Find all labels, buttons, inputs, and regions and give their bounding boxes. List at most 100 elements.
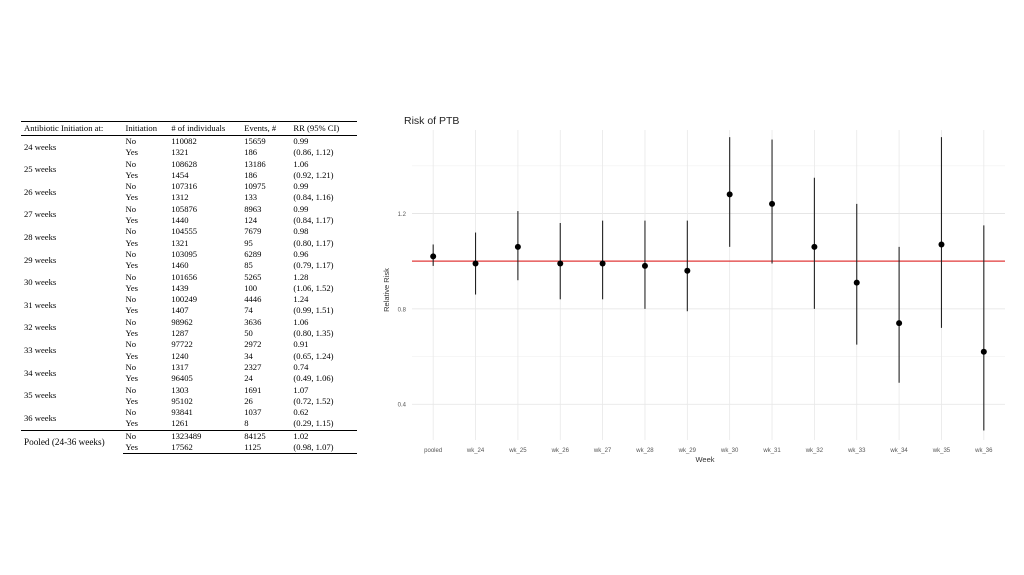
forest-plot-svg: Risk of PTB 0.4 0.8 1.2 pooled wk_24 wk_25 wk_… [382,115,1005,464]
grid-layer [412,130,1005,440]
rr-cell: 0.74 [293,361,309,372]
events-cell: 95 [244,237,253,248]
initiation-cell: No [125,384,137,395]
x-tick-label: wk_27 [593,448,612,454]
table-header-row: Antibiotic Initiation at: Initiation # o… [21,121,357,136]
initiation-cell: No [125,226,137,237]
events-cell: 4446 [244,294,262,305]
table-row: 30 weeks No 101656 5265 1.28 [21,271,357,288]
table-row: Yes 1440 124 (0.84, 1.17) [21,215,357,226]
rr-cell: 1.24 [293,294,309,305]
initiation-cell: No [125,294,137,305]
rr-cell: 0.99 [293,181,309,192]
pooled-row: Yes 17562 1125 (0.98, 1.07) [21,442,357,455]
rr-cell: (0.49, 1.06) [293,373,334,384]
header-initiation: Initiation [122,121,169,136]
individuals-cell: 1454 [171,169,189,180]
events-cell: 85 [244,260,253,271]
estimate-point [769,200,776,207]
individuals-cell: 1303 [171,384,189,395]
y-tick-label: 0.4 [398,403,407,409]
events-cell: 8963 [244,203,262,214]
initiation-cell: Yes [125,350,139,361]
estimate-point [472,260,479,267]
rr-cell: (0.72, 1.52) [293,395,334,406]
results-table: Antibiotic Initiation at: Initiation # o… [21,121,357,455]
initiation-cell: No [125,158,137,169]
estimate-point [896,320,903,327]
individuals-cell: 1439 [171,282,189,293]
initiation-cell: No [122,429,169,443]
initiation-cell: No [125,339,137,350]
individuals-cell: 1261 [171,418,189,429]
rr-cell: (0.86, 1.12) [293,147,334,158]
table-row: 32 weeks No 98962 3636 1.06 [21,316,357,333]
initiation-cell: Yes [125,237,139,248]
table-row: Yes 1312 133 (0.84, 1.16) [21,192,357,203]
axis-layer: 0.4 0.8 1.2 pooled wk_24 wk_25 wk_26 wk_27 wk_28… [398,212,994,454]
week-label: 33 weeks [24,344,57,355]
events-cell: 10975 [244,181,266,192]
table-row: Yes 1454 186 (0.92, 1.21) [21,170,357,181]
initiation-cell: Yes [125,328,139,339]
x-tick-label: wk_29 [678,448,697,454]
initiation-cell: No [125,271,137,282]
rr-cell: 0.91 [293,339,309,350]
table-row: 34 weeks No 1317 2327 0.74 [21,361,357,378]
table-row: Yes 1439 100 (1.06, 1.52) [21,283,357,294]
estimate-point [599,260,606,267]
individuals-cell: 100249 [171,294,198,305]
week-label: 26 weeks [24,186,57,197]
y-axis-label: Relative Risk [382,268,391,312]
marks-layer [430,137,987,431]
rr-cell: 0.62 [293,407,309,418]
rr-cell: 0.99 [293,136,309,146]
table-row: 31 weeks No 100249 4446 1.24 [21,294,357,310]
rr-cell: (0.84, 1.16) [293,192,334,203]
week-label: 34 weeks [24,367,57,378]
rr-cell: 1.07 [293,384,309,395]
week-label: 25 weeks [24,164,57,175]
table-row: Yes 96405 24 (0.49, 1.06) [21,373,357,384]
estimate-point [684,267,691,274]
individuals-cell: 97722 [171,339,193,350]
week-label: 30 weeks [24,277,57,288]
table-row: 25 weeks No 108628 13186 1.06 [21,158,357,175]
rr-cell: 1.06 [293,316,309,327]
initiation-cell: Yes [125,192,139,203]
table-row: Yes 1460 85 (0.79, 1.17) [21,260,357,271]
events-cell: 24 [244,373,253,384]
events-cell: 186 [244,169,258,180]
events-cell: 13186 [244,158,266,169]
events-cell: 8 [244,418,249,429]
events-cell: 1691 [244,384,262,395]
events-cell: 1037 [244,407,262,418]
estimate-point [938,241,945,248]
initiation-cell: Yes [122,442,169,455]
individuals-cell: 17562 [168,442,242,455]
table-row: 26 weeks No 107316 10975 0.99 [21,181,357,197]
x-tick-label: wk_31 [762,448,781,454]
events-cell: 84125 [241,429,291,443]
table-row: 29 weeks No 103095 6289 0.96 [21,248,357,265]
estimate-point [641,262,648,269]
header-rr-ci: RR (95% CI) [290,121,357,136]
events-cell: 74 [244,305,253,316]
header-individuals: # of individuals [168,121,242,136]
table-row: Yes 1321 186 (0.86, 1.12) [21,147,357,158]
estimate-point [853,279,860,286]
week-label: 29 weeks [24,254,57,265]
events-cell: 3636 [244,316,262,327]
week-label: 28 weeks [24,232,57,243]
rr-cell: 1.02 [290,429,357,443]
individuals-cell: 1321 [171,237,189,248]
table-row: Yes 1321 95 (0.80, 1.17) [21,238,357,249]
events-cell: 2327 [244,361,262,372]
rr-cell: 1.06 [293,158,309,169]
initiation-cell: No [125,248,137,259]
individuals-cell: 96405 [171,373,193,384]
initiation-cell: No [125,407,137,418]
events-cell: 124 [244,215,258,226]
table-row: Yes 1240 34 (0.65, 1.24) [21,351,357,362]
events-cell: 6289 [244,248,262,259]
